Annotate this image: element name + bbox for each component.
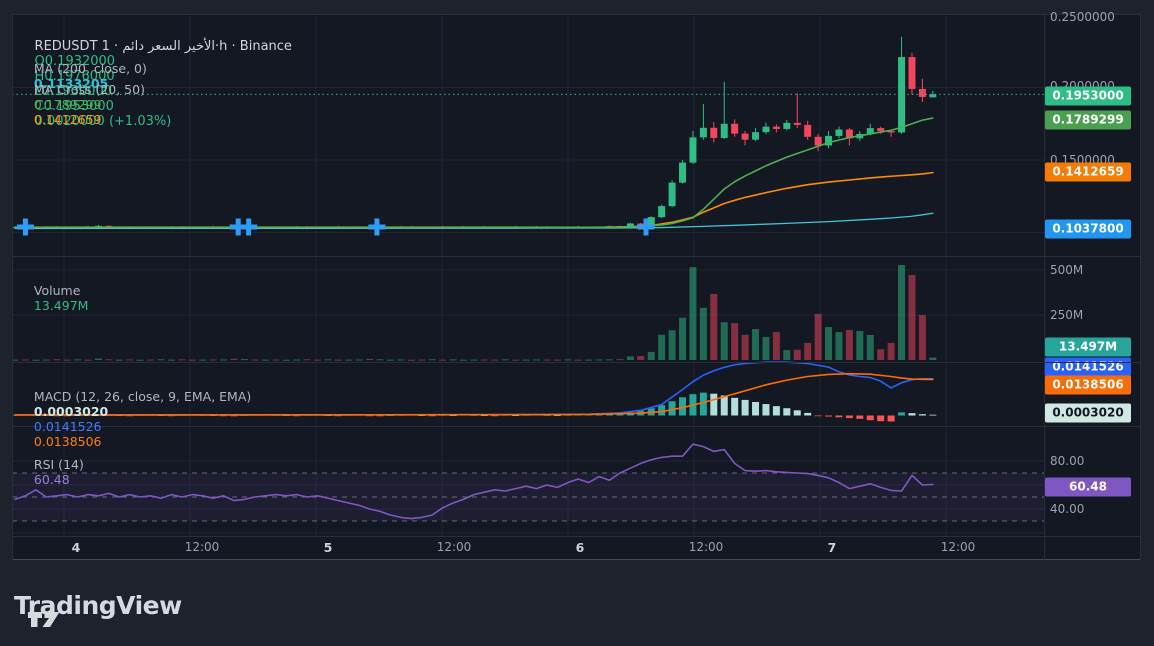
grid-lines — [12, 14, 1044, 536]
chart-right-border — [1140, 14, 1141, 560]
time-tick-label: 5 — [323, 540, 333, 555]
macd-signal-label: 0.0138506 — [1045, 375, 1131, 395]
macd-pane-divider[interactable] — [12, 362, 1140, 363]
rsi-value-label: 60.48 — [1045, 477, 1131, 497]
chart-top-border — [12, 14, 1140, 15]
time-tick-label: 12:00 — [184, 540, 220, 554]
tradingview-logo-icon — [28, 612, 60, 627]
time-tick-label: 6 — [575, 540, 585, 555]
time-tick-label: 7 — [827, 540, 837, 555]
macd-legend-row[interactable]: MACD (12, 26, close, 9, EMA, EMA) 0.0003… — [18, 374, 251, 464]
rsi-pane — [12, 443, 1044, 522]
macd-line-value: 0.0141526 — [33, 419, 102, 434]
time-tick-label: 12:00 — [436, 540, 472, 554]
ma-slow-price-label: 0.1412659 — [1045, 162, 1131, 182]
symbol-title-arabic: الأخير السعر دائم — [122, 39, 216, 54]
macd-hist-label: 0.0003020 — [1045, 403, 1131, 423]
ma-cross-fast-value: 0.1789299 — [33, 97, 102, 112]
ohlc-low: L0.1930000 — [34, 84, 113, 99]
symbol-title: REDUSDT 1 · الأخير السعر دائم·h · Binanc… — [34, 39, 292, 54]
ma-cross-price-label: 0.1037800 — [1045, 219, 1131, 239]
macd-value-label: 0.0141526 — [1045, 357, 1131, 377]
macd-hist-value: 0.0003020 — [33, 404, 109, 419]
ohlc-open: O0.1932000 — [34, 54, 116, 69]
axis-tick: 250M — [1050, 308, 1084, 322]
ma200-label: MA (200, close, 0) — [33, 61, 147, 76]
ma-cross-label: MA Cross (20, 50) — [33, 82, 145, 97]
ma-fast-price-label: 0.1789299 — [1045, 110, 1131, 130]
volume-value-label: 13.497M — [1045, 337, 1131, 357]
symbol-legend-row[interactable]: REDUSDT 1 · الأخير السعر دائم·h · Binanc… — [18, 24, 292, 144]
chart-bottom-border — [12, 559, 1140, 560]
last-price-label: 0.1953000 — [1045, 86, 1131, 106]
time-axis-border — [12, 536, 1140, 537]
axis-tick: 0.2500000 — [1050, 10, 1115, 24]
rsi-pane-divider[interactable] — [12, 426, 1140, 427]
time-tick-label: 12:00 — [940, 540, 976, 554]
axis-tick: 500M — [1050, 263, 1084, 277]
volume-label: Volume — [33, 283, 81, 298]
ohlc-high: H0.1976000 — [34, 69, 115, 84]
ma200-legend-row[interactable]: MA (200, close, 0) 0.1133205 — [18, 46, 147, 106]
volume-pane-divider[interactable] — [12, 256, 1140, 257]
macd-signal-value: 0.0138506 — [33, 434, 102, 449]
rsi-label: RSI (14) — [33, 457, 84, 472]
chart-plot-background — [12, 14, 1044, 536]
ma-cross-markers — [16, 218, 655, 236]
rsi-value: 60.48 — [33, 472, 70, 487]
time-tick-label: 12:00 — [688, 540, 724, 554]
ma-cross-legend-row[interactable]: MA Cross (20, 50) 0.1789299 0.1412659 — [18, 67, 145, 142]
tradingview-logo[interactable]: TradingView — [14, 591, 182, 627]
macd-label: MACD (12, 26, close, 9, EMA, EMA) — [33, 389, 252, 404]
volume-bars — [12, 264, 937, 361]
chart-left-border — [12, 14, 13, 560]
ohlc-close: C0.1953000 — [34, 99, 114, 114]
time-tick-label: 4 — [71, 540, 81, 555]
tradingview-logo-text: TradingView — [14, 591, 182, 620]
ohlc-change: 0.0020000 (+1.03%) — [34, 114, 172, 129]
volume-value: 13.497M — [33, 298, 89, 313]
price-scale-border — [1044, 14, 1045, 560]
ma200-value: 0.1133205 — [33, 76, 109, 91]
chart-canvas[interactable] — [12, 14, 1044, 536]
rsi-legend-row[interactable]: RSI (14) 60.48 — [18, 442, 84, 502]
axis-tick: 80.00 — [1050, 454, 1085, 468]
ma-cross-slow-value: 0.1412659 — [33, 112, 102, 127]
volume-legend-row[interactable]: Volume 13.497M — [18, 268, 89, 328]
time-scale-background — [12, 536, 1140, 559]
axis-tick: 40.00 — [1050, 502, 1085, 516]
